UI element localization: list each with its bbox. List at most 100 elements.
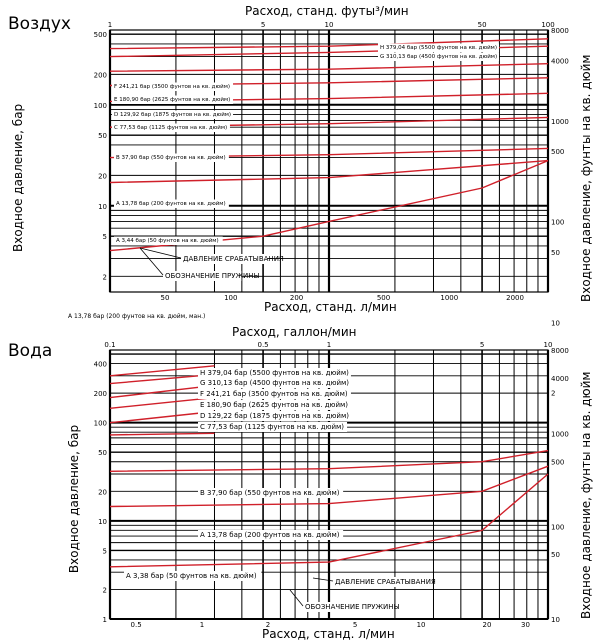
water-x-bottom-tick: 10 <box>417 621 426 629</box>
air-series-label-8-bg <box>114 236 223 245</box>
water-series-label-3-bg <box>198 400 351 410</box>
water-annotation-arrow <box>312 577 334 582</box>
air-series-label-3-bg <box>112 95 234 104</box>
water-series-label-7: A 13,78 бар (200 фунтов на кв. дюйм) <box>200 531 340 539</box>
water-x-top-tick: 5 <box>480 341 484 349</box>
air-series-label-4: D 129,92 бар (1875 фунтов на кв. дюйм) <box>114 111 231 118</box>
water-y-right-tick: 10 <box>551 616 560 624</box>
water-y-left-tick: 10 <box>98 518 107 526</box>
air-x-bottom-tick: 50 <box>161 294 170 302</box>
water-series-line-1 <box>109 373 215 385</box>
water-x-top-label: Расход, галлон/мин <box>232 325 357 339</box>
water-x-top-tick: 0.1 <box>104 341 115 349</box>
air-x-top-tick: 1 <box>108 21 112 29</box>
water-series-line-0 <box>109 365 215 377</box>
water-series-label-6-bg <box>198 488 344 498</box>
air-y-right-tick: 2 <box>551 390 555 398</box>
water-series-label-5: C 77,53 бар (1125 фунтов на кв. дюйм) <box>200 423 344 431</box>
air-annotation-arrow <box>139 247 182 259</box>
air-x-bottom-tick: 1000 <box>440 294 458 302</box>
air-series-label-7-bg <box>114 199 229 208</box>
water-x-bottom-label: Расход, станд. л/мин <box>262 627 395 641</box>
air-y-right-tick: 8000 <box>551 27 569 35</box>
water-x-bottom-tick: 0.5 <box>131 621 142 629</box>
water-series-label-2-bg <box>198 389 351 399</box>
water-series-label-7-bg <box>198 530 344 540</box>
water-y-left-tick: 5 <box>103 547 107 555</box>
air-series-label-7: A 13,78 бар (200 фунтов на кв. дюйм) <box>116 200 226 207</box>
air-series-line-2 <box>109 63 549 72</box>
water-series-line-2 <box>109 384 215 399</box>
water-y-left-tick: 20 <box>98 488 107 496</box>
air-series-label-6-bg <box>114 153 229 162</box>
water-x-bottom-tick: 30 <box>521 621 530 629</box>
water-y-left-tick: 1 <box>103 616 107 624</box>
air-series-label-2: F 241,21 бар (3500 фунтов на кв. дюйм) <box>114 83 230 90</box>
air-y-right-tick: 500 <box>551 148 564 156</box>
water-annotation-spring-label-bg <box>303 602 382 612</box>
water-annotation-trip-pressure: ДАВЛЕНИЕ СРАБАТЫВАНИЯ <box>335 578 436 586</box>
water-y-left-tick: 100 <box>94 420 107 428</box>
water-annotation-trip-pressure-bg <box>333 577 420 587</box>
water-y-right-tick: 8000 <box>551 347 569 355</box>
air-x-top-tick: 5 <box>261 21 265 29</box>
air-series-label-2-bg <box>112 82 234 91</box>
air-y-right-tick: 100 <box>551 219 564 227</box>
air-series-label-4-bg <box>112 110 234 119</box>
water-x-top-tick: 0.5 <box>258 341 269 349</box>
water-y-right-tick: 1000 <box>551 431 569 439</box>
water-annotation-arrow <box>289 589 304 607</box>
air-x-top-tick: 50 <box>478 21 487 29</box>
water-series-label-3: E 180,90 бар (2625 фунтов на кв. дюйм) <box>200 401 348 409</box>
water-chart-title: Вода <box>8 341 53 361</box>
water-series-label-0: H 379,04 бар (5500 фунтов на кв. дюйм) <box>200 369 349 377</box>
water-series-line-6 <box>109 449 549 472</box>
air-x-bottom-tick: 200 <box>290 294 303 302</box>
air-series-label-8: A 3,44 бар (50 фунтов на кв. дюйм) <box>116 237 219 244</box>
air-series-label-1: G 310,13 бар (4500 фунтов на кв. дюйм) <box>380 53 497 60</box>
water-series-label-4-bg <box>198 411 351 421</box>
water-x-top-tick: 1 <box>327 341 331 349</box>
air-annotation-spring-label-bg <box>163 271 242 281</box>
water-x-bottom-tick: 1 <box>200 621 204 629</box>
water-y-left-tick: 2 <box>103 586 107 594</box>
water-series-label-5-bg <box>198 422 348 432</box>
air-series-label-0-bg <box>378 43 500 52</box>
air-series-label-0: H 379,04 бар (5500 фунтов на кв. дюйм) <box>380 44 497 51</box>
water-series-label-6: B 37,90 бар (550 фунтов на кв. дюйм) <box>200 489 340 497</box>
water-series-line-5 <box>109 432 215 436</box>
air-y-left-tick: 2 <box>103 273 107 281</box>
air-x-bottom-tick: 500 <box>377 294 390 302</box>
water-series-line-7 <box>109 465 549 508</box>
air-y-right-tick: 4000 <box>551 57 569 65</box>
water-y-left-tick: 400 <box>94 361 107 369</box>
air-series-label-3: E 180,90 бар (2625 фунтов на кв. дюйм) <box>114 96 230 103</box>
air-x-top-tick: 100 <box>541 21 554 29</box>
water-y-right-tick: 500 <box>551 459 564 467</box>
water-series-label-1-bg <box>198 378 351 388</box>
air-annotation-arrow <box>139 247 164 276</box>
water-y-right-tick: 4000 <box>551 375 569 383</box>
air-y-left-tick: 200 <box>94 71 107 79</box>
water-series-label-8: A 3,38 бар (50 фунтов на кв. дюйм) <box>126 572 257 580</box>
water-y-left-tick: 50 <box>98 449 107 457</box>
air-annotation-trip-pressure: ДАВЛЕНИЕ СРАБАТЫВАНИЯ <box>183 255 284 263</box>
air-footnote: A 13,78 бар (200 фунтов на кв. дюйм, ман… <box>68 313 206 320</box>
water-series-label-2: F 241,21 бар (3500 фунтов на кв. дюйм) <box>200 390 348 398</box>
water-series-line-4 <box>109 410 215 424</box>
air-series-line-0 <box>109 38 549 50</box>
air-y-right-tick: 10 <box>551 319 560 327</box>
air-y-right-tick: 50 <box>551 249 560 257</box>
air-x-top-tick: 10 <box>325 21 334 29</box>
air-y-left-tick: 500 <box>94 31 107 39</box>
air-y-left-tick: 10 <box>98 203 107 211</box>
water-y-right-tick: 50 <box>551 551 560 559</box>
water-series-label-4: D 129,22 бар (1875 фунтов на кв. дюйм) <box>200 412 349 420</box>
air-series-label-5: C 77,53 бар (1125 фунтов на кв. дюйм) <box>114 124 227 131</box>
water-x-bottom-tick: 2 <box>266 621 270 629</box>
water-annotation-spring-label: ОБОЗНАЧЕНИЕ ПРУЖИНЫ <box>305 603 400 611</box>
water-series-label-0-bg <box>198 368 351 378</box>
air-y-left-tick: 5 <box>103 233 107 241</box>
air-chart-title: Воздух <box>8 14 71 34</box>
